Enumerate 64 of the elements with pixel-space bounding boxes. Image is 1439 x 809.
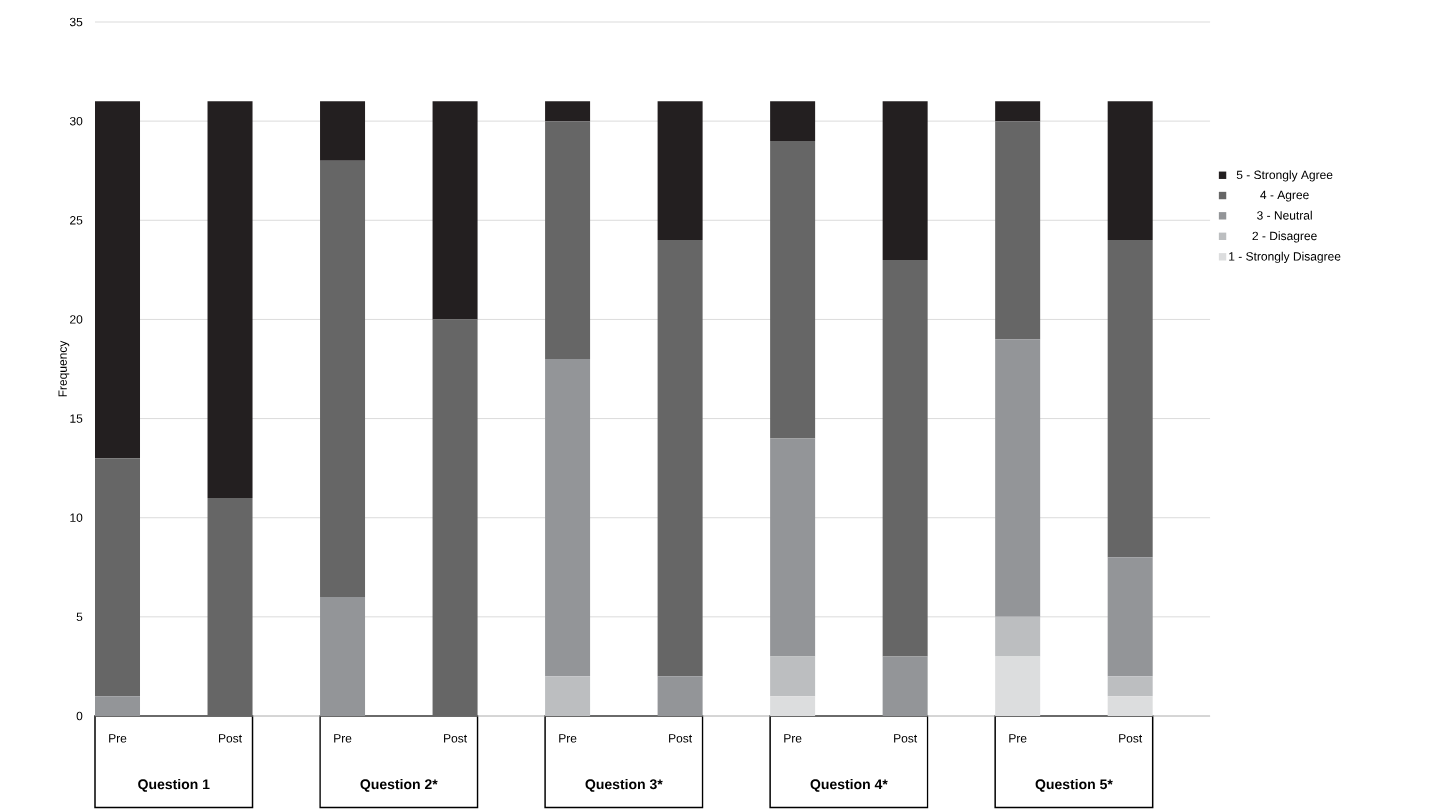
bar xyxy=(1107,696,1153,716)
bar xyxy=(882,101,928,260)
text: 4 - Agree xyxy=(1260,190,1309,202)
bar xyxy=(1107,676,1153,697)
bar xyxy=(770,696,816,716)
text: Question 3* xyxy=(585,778,663,792)
text: Question 4* xyxy=(810,778,888,792)
x-tick-label: Pre xyxy=(334,734,352,743)
x-tick-label: Post xyxy=(219,734,242,743)
bar xyxy=(995,339,1041,617)
x-tick-label: Pre xyxy=(109,734,127,743)
bar xyxy=(1107,101,1153,241)
x-tick-label: Pre xyxy=(559,734,577,743)
legend-label: 1 - Strongly Disagree xyxy=(1229,251,1341,264)
x-tick-label: Post xyxy=(444,734,467,743)
y-tick-label: 20 xyxy=(70,315,83,324)
y-tick-label: 15 xyxy=(70,414,83,423)
text: Question 5* xyxy=(1035,778,1113,792)
bar xyxy=(882,259,928,657)
bar xyxy=(657,101,703,241)
y-tick-label: 30 xyxy=(69,116,83,126)
bar xyxy=(770,656,816,697)
y-tick-label: 0 xyxy=(76,711,83,721)
bar xyxy=(545,121,591,360)
bar xyxy=(1107,557,1153,677)
bar xyxy=(545,101,591,122)
bar xyxy=(320,597,366,716)
bar xyxy=(995,656,1041,716)
bar xyxy=(95,696,141,716)
y-axis-title: Frequency xyxy=(58,340,70,397)
bar xyxy=(207,101,253,498)
x-tick-label: Post xyxy=(894,734,918,743)
bar xyxy=(545,359,591,677)
text: 3 - Neutral xyxy=(1257,210,1312,220)
y-tick-label: 5 xyxy=(76,612,83,622)
bar xyxy=(770,438,816,657)
bar xyxy=(657,240,703,677)
y-tick-label: 35 xyxy=(69,17,83,27)
text: Question 1 xyxy=(138,778,210,792)
bar xyxy=(770,101,816,141)
y-tick-label: 10 xyxy=(70,513,83,522)
bar xyxy=(207,497,253,716)
x-tick-label: Post xyxy=(1119,734,1143,743)
bar xyxy=(320,160,366,598)
bar xyxy=(95,458,141,697)
x-tick-label: Pre xyxy=(784,734,802,743)
bar xyxy=(432,101,478,320)
bar xyxy=(995,121,1041,340)
bar xyxy=(95,101,141,459)
text: Question 2* xyxy=(360,778,438,792)
legend-label: 5 - Strongly Agree xyxy=(1236,170,1333,182)
bar xyxy=(995,101,1041,122)
y-tick-label: 25 xyxy=(70,216,83,225)
bar xyxy=(882,656,928,716)
bar xyxy=(545,676,591,716)
x-tick-label: Pre xyxy=(1009,734,1027,743)
bar xyxy=(995,616,1041,657)
bar xyxy=(770,140,816,439)
bar xyxy=(432,319,478,716)
x-tick-label: Post xyxy=(669,734,693,743)
legend-label: 2 - Disagree xyxy=(1252,231,1317,243)
bar xyxy=(1107,240,1153,558)
bar xyxy=(320,101,366,161)
bar xyxy=(657,676,703,716)
